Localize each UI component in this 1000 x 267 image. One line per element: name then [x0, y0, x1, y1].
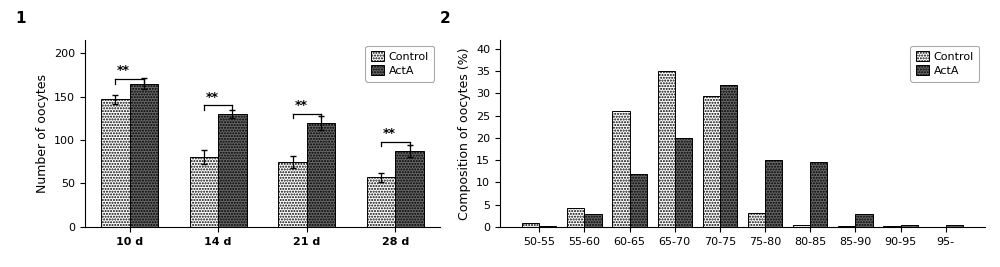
Bar — [810, 162, 827, 227]
Y-axis label: Composition of oocytes (%): Composition of oocytes (%) — [458, 47, 471, 220]
Bar — [658, 71, 675, 227]
Bar — [630, 174, 647, 227]
Bar — [395, 151, 424, 227]
Legend: Control, ActA: Control, ActA — [910, 46, 979, 82]
Y-axis label: Number of oocytes: Number of oocytes — [36, 74, 49, 193]
Bar — [101, 99, 130, 227]
Text: **: ** — [206, 91, 219, 104]
Text: 1: 1 — [15, 11, 26, 26]
Bar — [522, 223, 539, 227]
Bar — [748, 213, 765, 227]
Bar — [190, 158, 218, 227]
Bar — [367, 177, 395, 227]
Bar — [612, 111, 630, 227]
Bar — [278, 162, 307, 227]
Bar — [584, 214, 602, 227]
Bar — [703, 96, 720, 227]
Bar — [855, 214, 873, 227]
Text: **: ** — [294, 99, 307, 112]
Bar — [946, 225, 963, 227]
Bar — [883, 226, 901, 227]
Text: **: ** — [117, 64, 130, 77]
Legend: Control, ActA: Control, ActA — [365, 46, 434, 82]
Bar — [307, 123, 335, 227]
Bar — [901, 225, 918, 227]
Text: 2: 2 — [440, 11, 451, 26]
Bar — [720, 85, 737, 227]
Text: **: ** — [383, 127, 396, 140]
Bar — [218, 114, 247, 227]
Bar — [929, 226, 946, 227]
Bar — [838, 226, 855, 227]
Bar — [567, 208, 584, 227]
Bar — [793, 225, 810, 227]
Bar — [765, 160, 782, 227]
Bar — [675, 138, 692, 227]
Bar — [130, 84, 158, 227]
Bar — [539, 226, 556, 227]
